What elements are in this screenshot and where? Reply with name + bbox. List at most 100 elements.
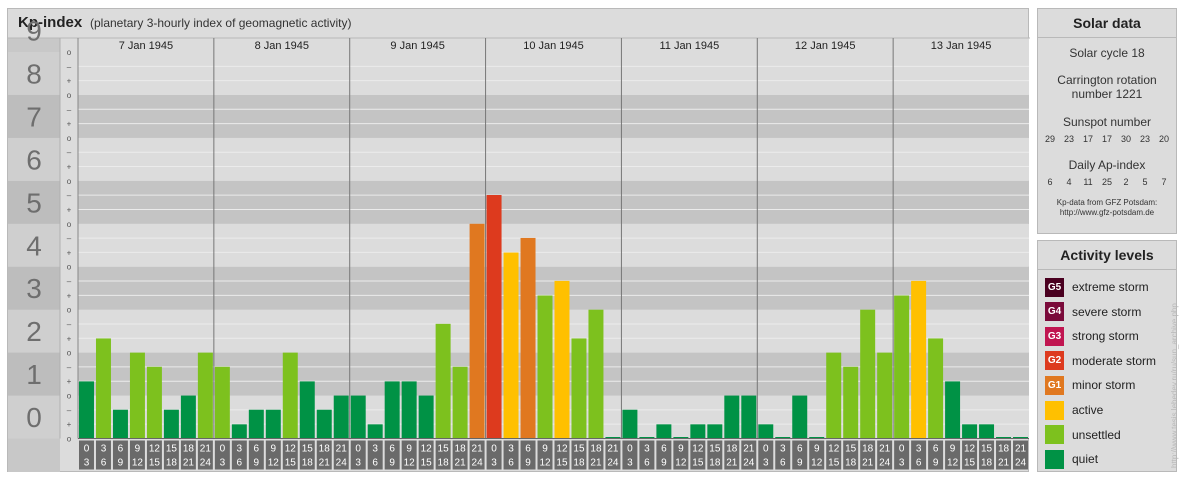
interval-start-label: 0 <box>220 444 226 455</box>
ap-value-7: 7 <box>1161 177 1167 187</box>
kp-bar-d5-s2 <box>639 437 655 439</box>
activity-level-swatch: G1 <box>1045 375 1064 395</box>
kp-bar-d5-s7 <box>724 395 740 439</box>
interval-end-label: 12 <box>947 458 959 469</box>
minor-tick-label: o <box>67 435 72 444</box>
y-tick-label-3: 3 <box>26 273 42 304</box>
minor-tick-label: – <box>67 148 72 157</box>
kp-bar-d2-s3 <box>248 409 264 439</box>
kp-bar-d4-s2 <box>503 252 519 439</box>
interval-start-label: 12 <box>556 444 568 455</box>
interval-label-box <box>928 440 944 470</box>
kp-bar-d7-s7 <box>996 437 1012 439</box>
interval-end-label: 18 <box>573 458 585 469</box>
y-band-0 <box>8 395 60 439</box>
minor-tick-label: + <box>67 163 72 172</box>
kp-bar-d5-s4 <box>673 437 689 439</box>
activity-level-severe-storm: G4 severe storm <box>1045 302 1141 322</box>
interval-label-box <box>231 440 247 470</box>
interval-end-label: 21 <box>319 458 331 469</box>
sunspot-value-4: 17 <box>1101 134 1112 144</box>
interval-start-label: 0 <box>355 444 361 455</box>
y-tick-label-5: 5 <box>26 187 42 218</box>
kp-band-3 <box>78 266 1029 310</box>
interval-label-box <box>622 440 638 470</box>
interval-label-box <box>401 440 417 470</box>
interval-label-box <box>486 440 502 470</box>
interval-end-label: 12 <box>539 458 551 469</box>
kp-bar-d2-s6 <box>299 381 315 439</box>
interval-start-label: 18 <box>319 444 331 455</box>
minor-tick-label: o <box>67 306 72 315</box>
ap-value-4: 25 <box>1101 177 1112 187</box>
interval-label-box <box>503 440 519 470</box>
ap-value-1: 6 <box>1047 177 1053 187</box>
interval-end-label: 18 <box>302 458 314 469</box>
activity-level-swatch <box>1045 425 1064 445</box>
kp-bar-d4-s4 <box>537 295 553 439</box>
interval-label-box <box>979 440 995 470</box>
interval-label-box <box>877 440 893 470</box>
interval-start-label: 9 <box>271 444 277 455</box>
interval-end-label: 3 <box>627 458 633 469</box>
minor-tick-label: – <box>67 234 72 243</box>
kp-bar-d6-s7 <box>860 309 876 439</box>
activity-level-quiet: quiet <box>1045 449 1098 469</box>
interval-label-box <box>962 440 978 470</box>
minor-tick-label: o <box>67 134 72 143</box>
y-band-5 <box>8 180 60 224</box>
interval-end-label: 21 <box>726 458 738 469</box>
kp-band-6 <box>78 137 1029 181</box>
y-band-2 <box>8 309 60 353</box>
interval-start-label: 12 <box>828 444 840 455</box>
interval-start-label: 18 <box>590 444 602 455</box>
minor-tick-label: – <box>67 320 72 329</box>
kp-bar-d2-s8 <box>333 395 349 439</box>
interval-start-label: 0 <box>84 444 90 455</box>
interval-end-label: 21 <box>862 458 874 469</box>
interval-start-label: 6 <box>661 444 667 455</box>
activity-level-label: quiet <box>1072 452 1099 467</box>
kp-bar-d3-s8 <box>469 223 485 439</box>
kp-band-7 <box>78 94 1029 138</box>
activity-level-strong-storm: G3 strong storm <box>1045 326 1139 346</box>
day-label-5: 11 Jan 1945 <box>659 40 719 52</box>
kp-bar-d1-s1 <box>79 381 94 439</box>
kp-bar-d2-s1 <box>214 366 230 439</box>
kp-bar-d7-s1 <box>894 295 910 439</box>
interval-end-label: 21 <box>455 458 467 469</box>
interval-start-label: 18 <box>998 444 1010 455</box>
activity-level-swatch <box>1045 449 1064 469</box>
interval-end-label: 18 <box>709 458 721 469</box>
kp-bar-d4-s5 <box>554 280 570 439</box>
interval-end-label: 3 <box>220 458 226 469</box>
interval-label-box <box>690 440 706 470</box>
interval-label-box <box>537 440 553 470</box>
minor-tick-label: o <box>67 263 72 272</box>
kp-bar-d5-s3 <box>656 424 672 439</box>
y-band-6 <box>8 137 60 181</box>
interval-label-box <box>996 440 1012 470</box>
kp-bar-d5-s1 <box>622 409 638 439</box>
date-header-strip <box>78 38 1029 52</box>
interval-label-box <box>826 440 842 470</box>
interval-end-label: 6 <box>780 458 786 469</box>
minor-tick-label: – <box>67 406 72 415</box>
kp-bar-d1-s4 <box>129 352 145 439</box>
interval-label-box <box>384 440 400 470</box>
solar-data-box: Solar data Solar cycle 18 Carrington rot… <box>1037 8 1177 234</box>
credit-line1: Kp-data from GFZ Potsdam: <box>1056 198 1158 207</box>
minor-tick-label: o <box>67 392 72 401</box>
y-tick-label-4: 4 <box>26 230 42 261</box>
kp-bar-d7-s8 <box>1013 437 1028 439</box>
y-tick-label-9: 9 <box>26 16 42 47</box>
activity-levels-header: Activity levels <box>1038 241 1176 270</box>
interval-start-label: 6 <box>525 444 531 455</box>
interval-start-label: 18 <box>183 444 195 455</box>
interval-start-label: 15 <box>981 444 993 455</box>
interval-label-box <box>792 440 808 470</box>
interval-start-label: 6 <box>797 444 803 455</box>
minor-tick-label: + <box>67 334 72 343</box>
interval-end-label: 18 <box>438 458 450 469</box>
y-tick-label-6: 6 <box>26 144 42 175</box>
